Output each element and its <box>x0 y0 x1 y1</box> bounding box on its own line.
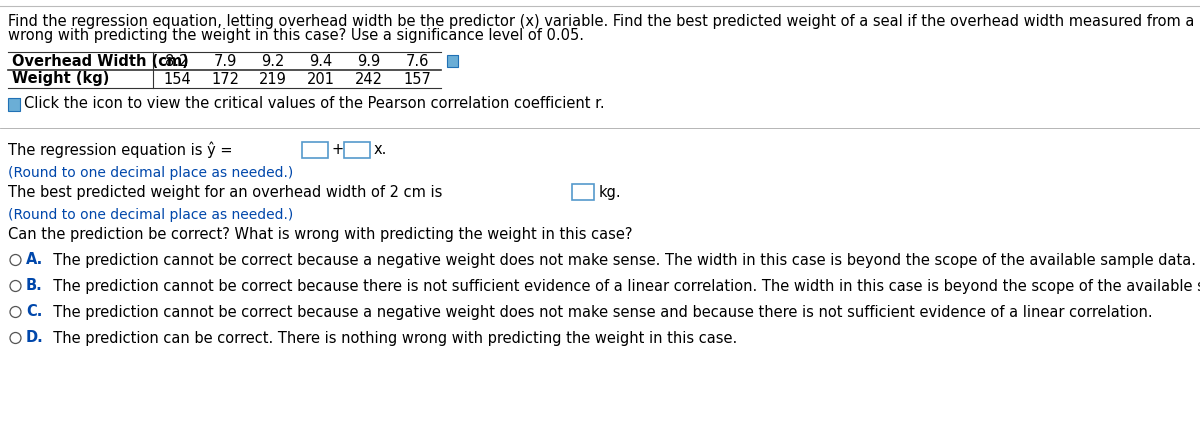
Text: 172: 172 <box>211 72 239 86</box>
FancyBboxPatch shape <box>572 184 594 200</box>
Text: Can the prediction be correct? What is wrong with predicting the weight in this : Can the prediction be correct? What is w… <box>8 227 632 241</box>
FancyBboxPatch shape <box>301 142 328 158</box>
Text: C.: C. <box>26 305 42 319</box>
Text: D.: D. <box>26 331 43 345</box>
Text: 7.6: 7.6 <box>406 53 428 69</box>
Text: The best predicted weight for an overhead width of 2 cm is: The best predicted weight for an overhea… <box>8 184 443 200</box>
Text: B.: B. <box>26 279 43 293</box>
FancyBboxPatch shape <box>343 142 370 158</box>
Text: wrong with predicting the weight in this case? Use a significance level of 0.05.: wrong with predicting the weight in this… <box>8 28 584 43</box>
Text: 201: 201 <box>307 72 335 86</box>
Text: 219: 219 <box>259 72 287 86</box>
FancyBboxPatch shape <box>446 55 458 67</box>
Text: Weight (kg): Weight (kg) <box>12 72 109 86</box>
Text: A.: A. <box>26 253 43 267</box>
Text: x.: x. <box>373 142 388 158</box>
Text: 7.9: 7.9 <box>214 53 236 69</box>
Text: +: + <box>331 142 344 158</box>
Text: 157: 157 <box>403 72 431 86</box>
Text: Find the regression equation, letting overhead width be the predictor (x) variab: Find the regression equation, letting ov… <box>8 14 1200 29</box>
Text: 154: 154 <box>163 72 191 86</box>
Text: The prediction cannot be correct because a negative weight does not make sense a: The prediction cannot be correct because… <box>44 305 1153 319</box>
Text: The regression equation is ŷ =: The regression equation is ŷ = <box>8 142 233 158</box>
Text: The prediction cannot be correct because a negative weight does not make sense. : The prediction cannot be correct because… <box>44 253 1196 267</box>
Text: The prediction cannot be correct because there is not sufficient evidence of a l: The prediction cannot be correct because… <box>44 279 1200 293</box>
Text: 9.4: 9.4 <box>310 53 332 69</box>
FancyBboxPatch shape <box>8 98 20 111</box>
Text: (Round to one decimal place as needed.): (Round to one decimal place as needed.) <box>8 166 293 180</box>
Text: 9.2: 9.2 <box>262 53 284 69</box>
Text: kg.: kg. <box>599 184 622 200</box>
Text: 242: 242 <box>355 72 383 86</box>
Text: 9.9: 9.9 <box>358 53 380 69</box>
Text: Click the icon to view the critical values of the Pearson correlation coefficien: Click the icon to view the critical valu… <box>24 96 605 112</box>
Text: Overhead Width (cm): Overhead Width (cm) <box>12 53 188 69</box>
Text: (Round to one decimal place as needed.): (Round to one decimal place as needed.) <box>8 208 293 222</box>
Text: The prediction can be correct. There is nothing wrong with predicting the weight: The prediction can be correct. There is … <box>44 331 737 345</box>
Text: 8.2: 8.2 <box>166 53 188 69</box>
